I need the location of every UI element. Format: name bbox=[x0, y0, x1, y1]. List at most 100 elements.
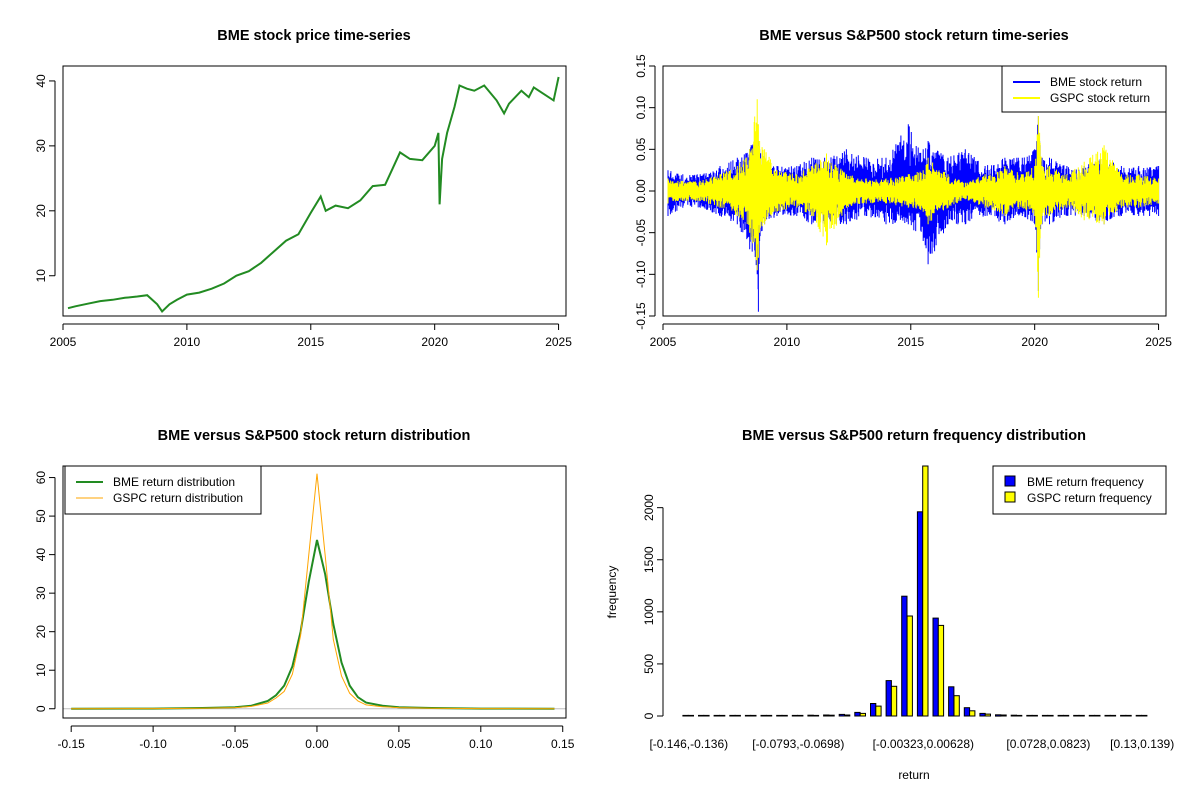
returns-x-tick-label: 2025 bbox=[1145, 335, 1172, 349]
price-panel: BME stock price time-series 2005 2010 2015… bbox=[34, 28, 572, 349]
bme-frequency-bar bbox=[979, 712, 986, 717]
density-x-tick-label: -0.15 bbox=[58, 737, 86, 751]
bme-frequency-bar bbox=[1073, 714, 1080, 717]
density-legend-box bbox=[64, 465, 262, 515]
bme-frequency-bar bbox=[1041, 714, 1049, 717]
histogram-y-tick-label: 1000 bbox=[642, 598, 656, 625]
gspc-frequency-bar bbox=[828, 714, 835, 717]
histogram-x-tick-label: [0.0728,0.0823) bbox=[1006, 737, 1090, 751]
returns-y-tick-label: -0.10 bbox=[634, 260, 648, 288]
legend-gspc-density-label: GSPC return distribution bbox=[113, 491, 243, 505]
returns-chart-title: BME versus S&P500 stock return time-seri… bbox=[759, 28, 1068, 44]
returns-legend: BME stock return GSPC stock return bbox=[1001, 65, 1167, 113]
bme-frequency-bar bbox=[901, 595, 908, 717]
density-y-tick-label: 40 bbox=[34, 548, 48, 562]
histogram-y-tick-label: 0 bbox=[642, 712, 656, 719]
gspc-frequency-bar bbox=[781, 714, 788, 717]
density-x-tick-label: -0.10 bbox=[139, 737, 167, 751]
histogram-y-tick-label: 2000 bbox=[642, 494, 656, 521]
gspc-frequency-bar bbox=[1047, 714, 1054, 717]
returns-y-tick-label: 0.15 bbox=[634, 54, 648, 78]
histogram-y-label: frequency bbox=[605, 566, 619, 619]
gspc-frequency-bar bbox=[703, 714, 710, 717]
returns-x-tick-label: 2010 bbox=[774, 335, 801, 349]
returns-x-tick-label: 2005 bbox=[650, 335, 677, 349]
gspc-frequency-bar bbox=[1000, 714, 1007, 717]
gspc-frequency-bar bbox=[859, 712, 867, 717]
returns-x-tick-label: 2020 bbox=[1021, 335, 1048, 349]
bme-frequency-bar bbox=[885, 680, 892, 717]
gspc-frequency-bar bbox=[1141, 714, 1148, 717]
legend-gspc-frequency-label: GSPC return frequency bbox=[1027, 491, 1152, 505]
gspc-frequency-bar bbox=[1031, 714, 1038, 717]
returns-x-tick-label: 2015 bbox=[897, 335, 924, 349]
returns-x-axis: 2005 2010 2015 2020 2025 bbox=[650, 323, 1172, 349]
bme-frequency-bar bbox=[916, 511, 924, 717]
density-y-tick-label: 20 bbox=[34, 625, 48, 639]
gspc-frequency-bar bbox=[687, 714, 695, 717]
bme-frequency-bar bbox=[682, 714, 689, 717]
bme-frequency-bar bbox=[995, 714, 1002, 717]
gspc-frequency-bar bbox=[937, 624, 945, 717]
price-x-tick-label: 2015 bbox=[297, 335, 324, 349]
density-data-layer bbox=[63, 473, 566, 710]
histogram-legend-box bbox=[992, 465, 1167, 515]
histogram-x-tick-label: [0.13,0.139) bbox=[1110, 737, 1174, 751]
price-x-tick-label: 2025 bbox=[545, 335, 572, 349]
gspc-frequency-bar bbox=[1125, 714, 1132, 717]
price-x-axis: 2005 2010 2015 2020 2025 bbox=[50, 323, 572, 349]
density-y-tick-label: 10 bbox=[34, 663, 48, 677]
price-y-tick-label: 40 bbox=[34, 74, 48, 88]
bme-frequency-bar bbox=[713, 714, 720, 717]
density-y-tick-label: 30 bbox=[34, 586, 48, 600]
gspc-frequency-bar bbox=[984, 713, 992, 717]
bme-frequency-bar bbox=[1120, 714, 1127, 717]
returns-legend-box bbox=[1001, 65, 1167, 113]
gspc-frequency-bar bbox=[890, 685, 898, 717]
gspc-frequency-bar bbox=[1062, 714, 1070, 717]
bme-frequency-bar bbox=[760, 714, 767, 717]
price-y-axis: 10 20 30 40 bbox=[34, 74, 56, 282]
gspc-frequency-bar bbox=[1016, 714, 1023, 717]
histogram-y-tick-label: 1500 bbox=[642, 546, 656, 573]
density-x-axis: -0.15 -0.10 -0.05 0.00 0.05 0.10 0.15 bbox=[58, 725, 575, 751]
histogram-x-axis: [-0.146,-0.136) [-0.0793,-0.0698) [-0.0032… bbox=[649, 737, 1174, 751]
bme-frequency-bar bbox=[1088, 714, 1096, 717]
gspc-frequency-bar bbox=[875, 705, 882, 717]
returns-y-axis: -0.15 -0.10 -0.05 0.00 0.05 0.10 0.15 bbox=[634, 54, 656, 330]
density-y-tick-label: 0 bbox=[34, 705, 48, 712]
price-x-tick-label: 2020 bbox=[421, 335, 448, 349]
bme-frequency-bar bbox=[807, 714, 814, 717]
legend-bme-frequency-label: BME return frequency bbox=[1027, 475, 1144, 489]
histogram-y-tick-label: 500 bbox=[642, 654, 656, 674]
density-x-tick-label: 0.10 bbox=[469, 737, 493, 751]
bme-density-line bbox=[71, 539, 555, 710]
bme-frequency-bar bbox=[838, 713, 846, 717]
histogram-y-axis: 0 500 1000 1500 2000 bbox=[642, 494, 664, 719]
density-y-tick-label: 50 bbox=[34, 509, 48, 523]
gspc-frequency-bar bbox=[1094, 714, 1101, 717]
histogram-x-tick-label: [-0.00323,0.00628) bbox=[873, 737, 974, 751]
density-y-axis: 0 10 20 30 40 50 60 bbox=[34, 471, 56, 712]
bme-frequency-bar bbox=[729, 714, 736, 717]
gspc-return-series bbox=[667, 99, 1160, 298]
bme-frequency-bar bbox=[963, 707, 971, 717]
bme-frequency-bar bbox=[823, 714, 830, 717]
histogram-legend: BME return frequency GSPC return frequen… bbox=[992, 465, 1167, 515]
price-data-layer bbox=[67, 76, 560, 314]
legend-bme-frequency-swatch bbox=[1004, 475, 1016, 487]
gspc-frequency-bar bbox=[734, 714, 741, 717]
gspc-frequency-bar bbox=[1109, 714, 1117, 717]
bme-frequency-bar bbox=[791, 714, 799, 717]
density-plot-frame bbox=[62, 465, 567, 719]
price-y-tick-label: 30 bbox=[34, 139, 48, 153]
gspc-frequency-bar bbox=[906, 615, 913, 717]
returns-data-layer bbox=[667, 99, 1160, 312]
histogram-x-tick-label: [-0.146,-0.136) bbox=[649, 737, 728, 751]
price-y-tick-label: 20 bbox=[34, 204, 48, 218]
bme-frequency-bar bbox=[1010, 714, 1018, 717]
histogram-x-label: return bbox=[898, 768, 929, 782]
bme-frequency-bar bbox=[698, 714, 705, 717]
price-chart-title: BME stock price time-series bbox=[217, 28, 410, 44]
